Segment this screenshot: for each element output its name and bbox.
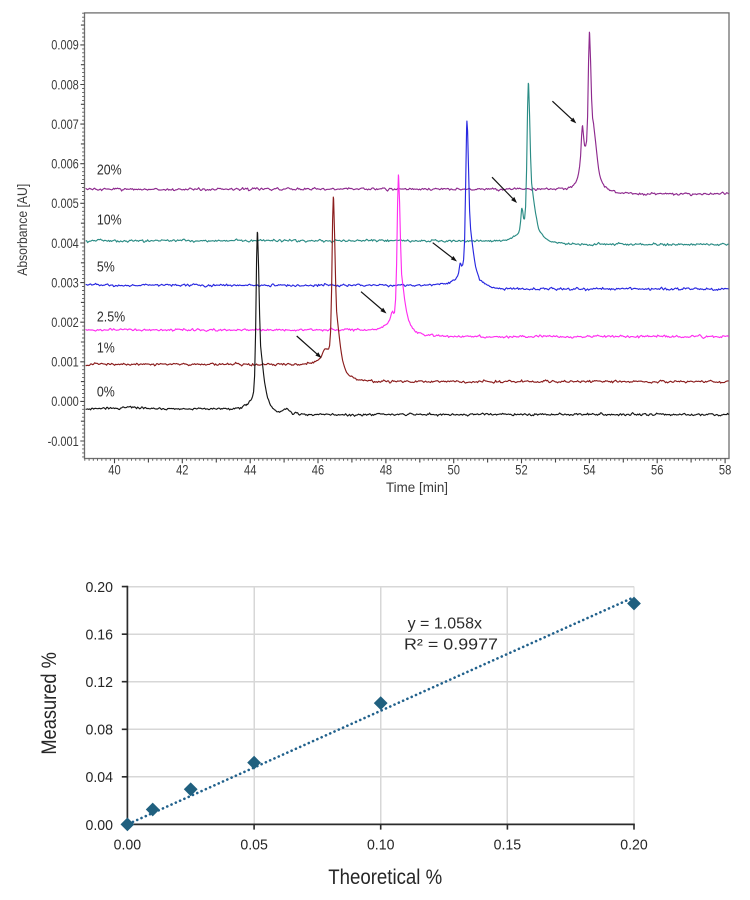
svg-text:0.00: 0.00 xyxy=(86,818,114,834)
svg-text:58: 58 xyxy=(719,463,731,478)
svg-text:0.15: 0.15 xyxy=(494,838,522,854)
svg-text:0.002: 0.002 xyxy=(51,315,79,330)
svg-text:0.003: 0.003 xyxy=(51,275,79,290)
svg-text:0.008: 0.008 xyxy=(51,77,79,92)
svg-text:44: 44 xyxy=(244,463,257,478)
svg-text:20%: 20% xyxy=(97,162,122,178)
svg-text:46: 46 xyxy=(312,463,324,478)
svg-text:0.009: 0.009 xyxy=(51,38,79,53)
svg-text:0.16: 0.16 xyxy=(86,628,114,644)
svg-text:Time [min]: Time [min] xyxy=(386,480,448,495)
svg-text:5%: 5% xyxy=(97,259,115,275)
svg-text:0.12: 0.12 xyxy=(86,675,114,691)
svg-text:0.05: 0.05 xyxy=(240,838,268,854)
svg-text:Measured %: Measured % xyxy=(37,652,61,755)
svg-text:0.20: 0.20 xyxy=(620,838,648,854)
svg-text:0.08: 0.08 xyxy=(86,723,114,739)
svg-text:52: 52 xyxy=(515,463,527,478)
svg-text:0.006: 0.006 xyxy=(51,157,79,172)
svg-text:0.00: 0.00 xyxy=(114,838,142,854)
svg-text:0.004: 0.004 xyxy=(51,236,79,251)
svg-text:0.007: 0.007 xyxy=(51,117,79,132)
svg-text:42: 42 xyxy=(176,463,188,478)
svg-text:0.04: 0.04 xyxy=(86,770,114,786)
svg-text:2.5%: 2.5% xyxy=(97,310,125,326)
svg-text:0.10: 0.10 xyxy=(367,838,395,854)
svg-text:48: 48 xyxy=(380,463,392,478)
svg-text:0.001: 0.001 xyxy=(51,355,79,370)
svg-text:10%: 10% xyxy=(97,213,122,229)
svg-text:R² = 0.9977: R² = 0.9977 xyxy=(404,636,498,653)
svg-text:0.20: 0.20 xyxy=(86,580,114,596)
svg-text:y = 1.058x: y = 1.058x xyxy=(408,615,483,632)
svg-text:Absorbance [AU]: Absorbance [AU] xyxy=(15,184,30,276)
svg-text:-0.001: -0.001 xyxy=(48,434,79,449)
svg-text:0.005: 0.005 xyxy=(51,196,79,211)
svg-text:54: 54 xyxy=(583,463,596,478)
svg-text:Theoretical %: Theoretical % xyxy=(328,865,442,889)
svg-text:50: 50 xyxy=(448,463,460,478)
svg-text:1%: 1% xyxy=(97,341,115,357)
svg-text:56: 56 xyxy=(651,463,663,478)
svg-text:0%: 0% xyxy=(97,385,115,401)
svg-text:40: 40 xyxy=(108,463,120,478)
svg-text:0.000: 0.000 xyxy=(51,394,79,409)
